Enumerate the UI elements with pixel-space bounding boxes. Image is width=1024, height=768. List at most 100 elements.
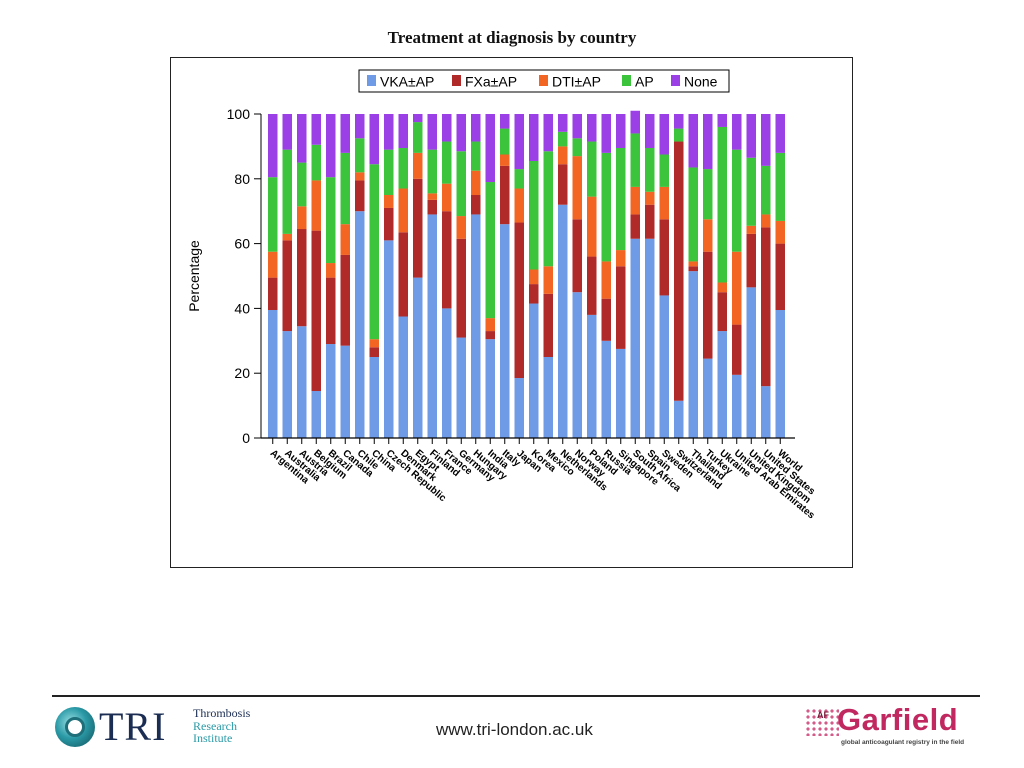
bar-segment: [268, 277, 278, 311]
bar-segment: [297, 206, 307, 230]
bar-segment: [340, 114, 350, 153]
bar-segment: [282, 114, 292, 150]
bar-segment: [630, 214, 640, 239]
bar-segment: [340, 224, 350, 255]
legend-swatch: [671, 75, 680, 86]
bar-segment: [369, 339, 379, 348]
bar-segment: [456, 337, 466, 438]
bar-segment: [311, 180, 321, 231]
bar-segment: [355, 172, 365, 181]
chart-legend: VKA±AP FXa±AP DTI±AP AP None: [358, 69, 730, 93]
bar-segment: [543, 151, 553, 267]
bar-segment: [601, 298, 611, 341]
tri-logo-subtitle: Thrombosis Research Institute: [193, 706, 251, 745]
bar-segment: [282, 240, 292, 332]
bar-segment: [514, 169, 524, 189]
bar-segment: [543, 114, 553, 152]
bar-segment: [587, 314, 597, 438]
bar-segment: [514, 114, 524, 170]
bar-segment: [442, 308, 452, 438]
legend-label: FXa±AP: [465, 74, 517, 90]
bar-segment: [398, 188, 408, 233]
bar-segment: [616, 114, 626, 149]
y-tick-label: 0: [242, 430, 250, 446]
bar-segment: [369, 114, 379, 165]
bar-segment: [703, 358, 713, 438]
bar-segment: [326, 263, 336, 278]
bar-segment: [297, 162, 307, 207]
bar-segment: [746, 157, 756, 226]
garfield-dots-icon: [805, 708, 839, 736]
bar-segment: [340, 152, 350, 225]
bar-segment: [688, 261, 698, 267]
garfield-logo: AF Garfield global anticoagulant registr…: [805, 702, 980, 750]
bar-segment: [558, 131, 568, 147]
bar-segment: [384, 114, 394, 150]
legend-swatch: [367, 75, 376, 86]
bar-segment: [732, 251, 742, 325]
bar-segment: [761, 386, 771, 438]
bar-segment: [688, 271, 698, 438]
bar-segment: [384, 240, 394, 438]
bar-segment: [471, 214, 481, 438]
bar-segment: [500, 165, 510, 225]
bar-segment: [485, 339, 495, 438]
bar-segment: [775, 152, 785, 221]
bar-segment: [645, 191, 655, 205]
stacked-bar-chart: 020406080100PercentageArgentinaAustralia…: [186, 69, 817, 522]
y-tick-label: 100: [227, 106, 251, 122]
bar-segment: [268, 251, 278, 278]
bar-segment: [688, 266, 698, 272]
bar-segment: [761, 227, 771, 387]
bar-segment: [732, 114, 742, 150]
bar-segment: [427, 214, 437, 438]
bar-segment: [616, 250, 626, 267]
bar-segment: [732, 324, 742, 375]
bar-segment: [268, 114, 278, 178]
bar-segment: [703, 251, 713, 359]
bar-segment: [761, 214, 771, 228]
bar-segment: [413, 152, 423, 179]
bar-segment: [587, 256, 597, 315]
bar-segment: [442, 183, 452, 212]
bar-segment: [456, 151, 466, 217]
bar-segment: [775, 114, 785, 153]
legend-swatch: [539, 75, 548, 86]
bar-segment: [485, 331, 495, 340]
bar-segment: [587, 196, 597, 257]
legend-label: AP: [635, 74, 654, 90]
bar-segment: [413, 178, 423, 278]
bar-segment: [471, 170, 481, 195]
bar-segment: [572, 219, 582, 293]
y-axis-label: Percentage: [186, 240, 202, 312]
bar-segment: [268, 177, 278, 252]
legend-label: DTI±AP: [552, 74, 601, 90]
slide-title: Treatment at diagnosis by country: [387, 28, 637, 47]
bar-segment: [427, 199, 437, 215]
bar-segment: [355, 211, 365, 438]
bar-segment: [616, 148, 626, 251]
bar-segment: [703, 219, 713, 252]
bar-segment: [717, 114, 727, 127]
bar-segment: [746, 287, 756, 438]
bar-segment: [384, 195, 394, 208]
bar-segment: [761, 114, 771, 166]
chart-frame: 0 20 40 60 80 100 Percentage Argentina Australia…: [170, 57, 853, 568]
bar-segment: [775, 220, 785, 244]
footer-url-link[interactable]: www.tri-london.ac.uk: [436, 720, 593, 739]
bar-segment: [471, 141, 481, 171]
bar-segment: [282, 331, 292, 438]
bar-segment: [616, 348, 626, 438]
bar-segment: [297, 326, 307, 438]
bar-segment: [775, 310, 785, 438]
bar-segment: [529, 284, 539, 304]
bar-segment: [630, 238, 640, 438]
bar-segment: [471, 114, 481, 142]
y-tick-label: 20: [234, 365, 250, 381]
bar-segment: [297, 114, 307, 163]
bar-segment: [645, 238, 655, 438]
bar-segment: [572, 114, 582, 139]
bar-segment: [659, 154, 669, 187]
bar-segment: [369, 347, 379, 357]
tri-circle-icon: [55, 707, 95, 747]
